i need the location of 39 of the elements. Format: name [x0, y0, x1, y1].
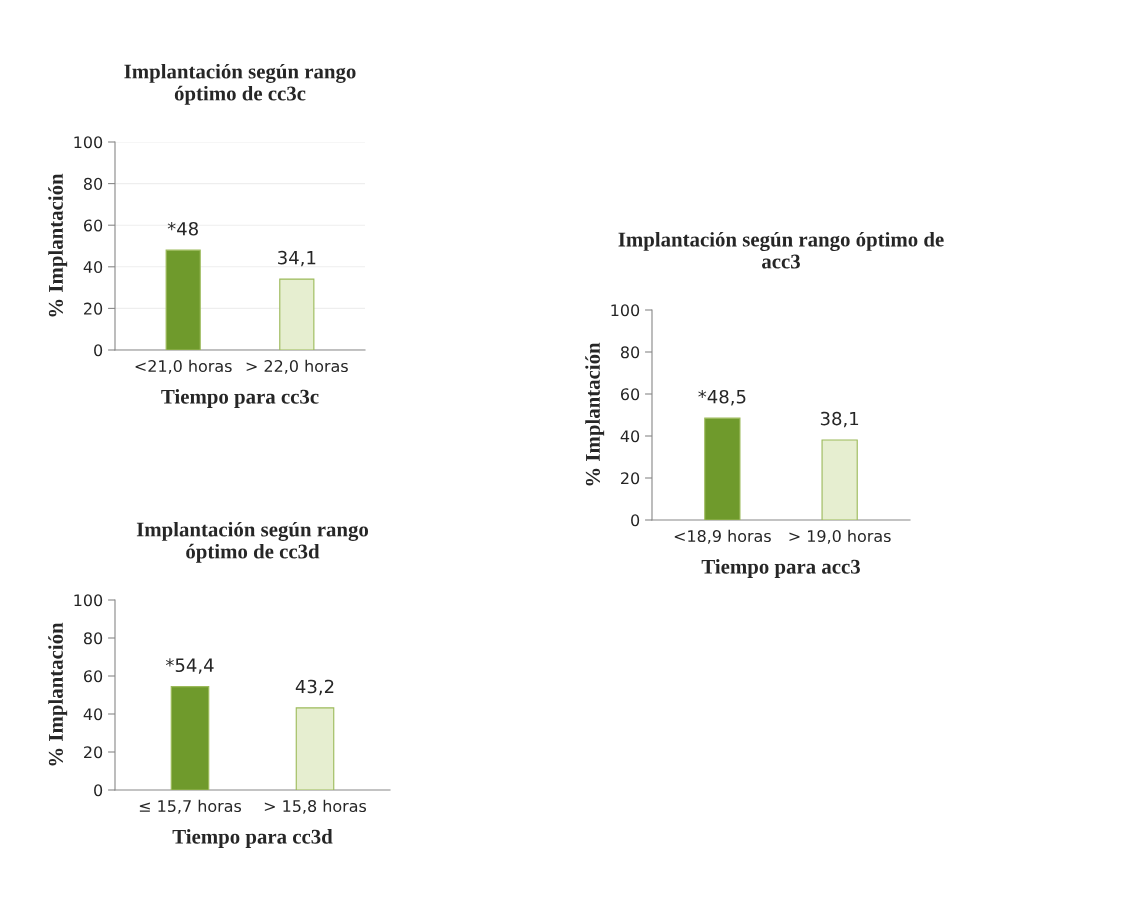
x-axis-title: Tiempo para cc3c [161, 389, 319, 408]
y-tick-label: 60 [620, 388, 640, 401]
y-tick-label: 0 [94, 784, 103, 797]
y-tick-label: 100 [611, 304, 640, 317]
data-label: *54,4 [165, 658, 214, 674]
y-tick-label: 40 [83, 261, 103, 274]
y-tick-label: 20 [84, 746, 103, 759]
data-label: 38,1 [820, 411, 859, 428]
y-tick-label: 40 [83, 708, 103, 721]
data-label: *48 [167, 221, 198, 236]
x-tick-label: > 15,8 horas [264, 799, 367, 814]
x-tick-label: > 19,0 horas [789, 529, 891, 544]
data-label: 43,2 [295, 679, 334, 696]
y-tick-label: 0 [631, 514, 640, 527]
y-tick-label: 100 [74, 136, 103, 149]
x-tick-label: ≤ 15,7 horas [139, 799, 242, 814]
y-tick-label: 40 [620, 430, 640, 443]
chart-title: Implantación según rango óptimo de cc3c [124, 63, 356, 105]
y-axis-title: % Implantación [585, 342, 605, 486]
y-tick-label: 20 [621, 472, 640, 485]
y-axis-title: % Implantación [48, 622, 68, 766]
x-tick-label: <18,9 horas [674, 529, 771, 544]
x-axis-title: Tiempo para cc3d [172, 829, 333, 848]
x-tick-label: <21,0 horas [135, 359, 232, 374]
y-tick-label: 100 [74, 594, 103, 607]
y-tick-label: 60 [83, 219, 103, 232]
y-tick-label: 0 [94, 344, 103, 357]
y-tick-label: 80 [620, 346, 640, 359]
data-label: 34,1 [278, 250, 316, 267]
data-label: *48,5 [698, 389, 746, 406]
x-axis-title: Tiempo para acc3 [701, 559, 860, 578]
y-tick-label: 80 [83, 632, 103, 645]
y-tick-label: 20 [84, 302, 103, 315]
y-tick-label: 60 [83, 670, 103, 683]
x-tick-label: > 22,0 horas [246, 359, 348, 374]
chart-title: Implantación según rango óptimo de cc3d [136, 521, 369, 563]
y-axis-title: % Implantación [48, 173, 68, 317]
y-tick-label: 80 [83, 177, 103, 190]
chart-title: Implantación según rango óptimo de acc3 [618, 231, 944, 269]
